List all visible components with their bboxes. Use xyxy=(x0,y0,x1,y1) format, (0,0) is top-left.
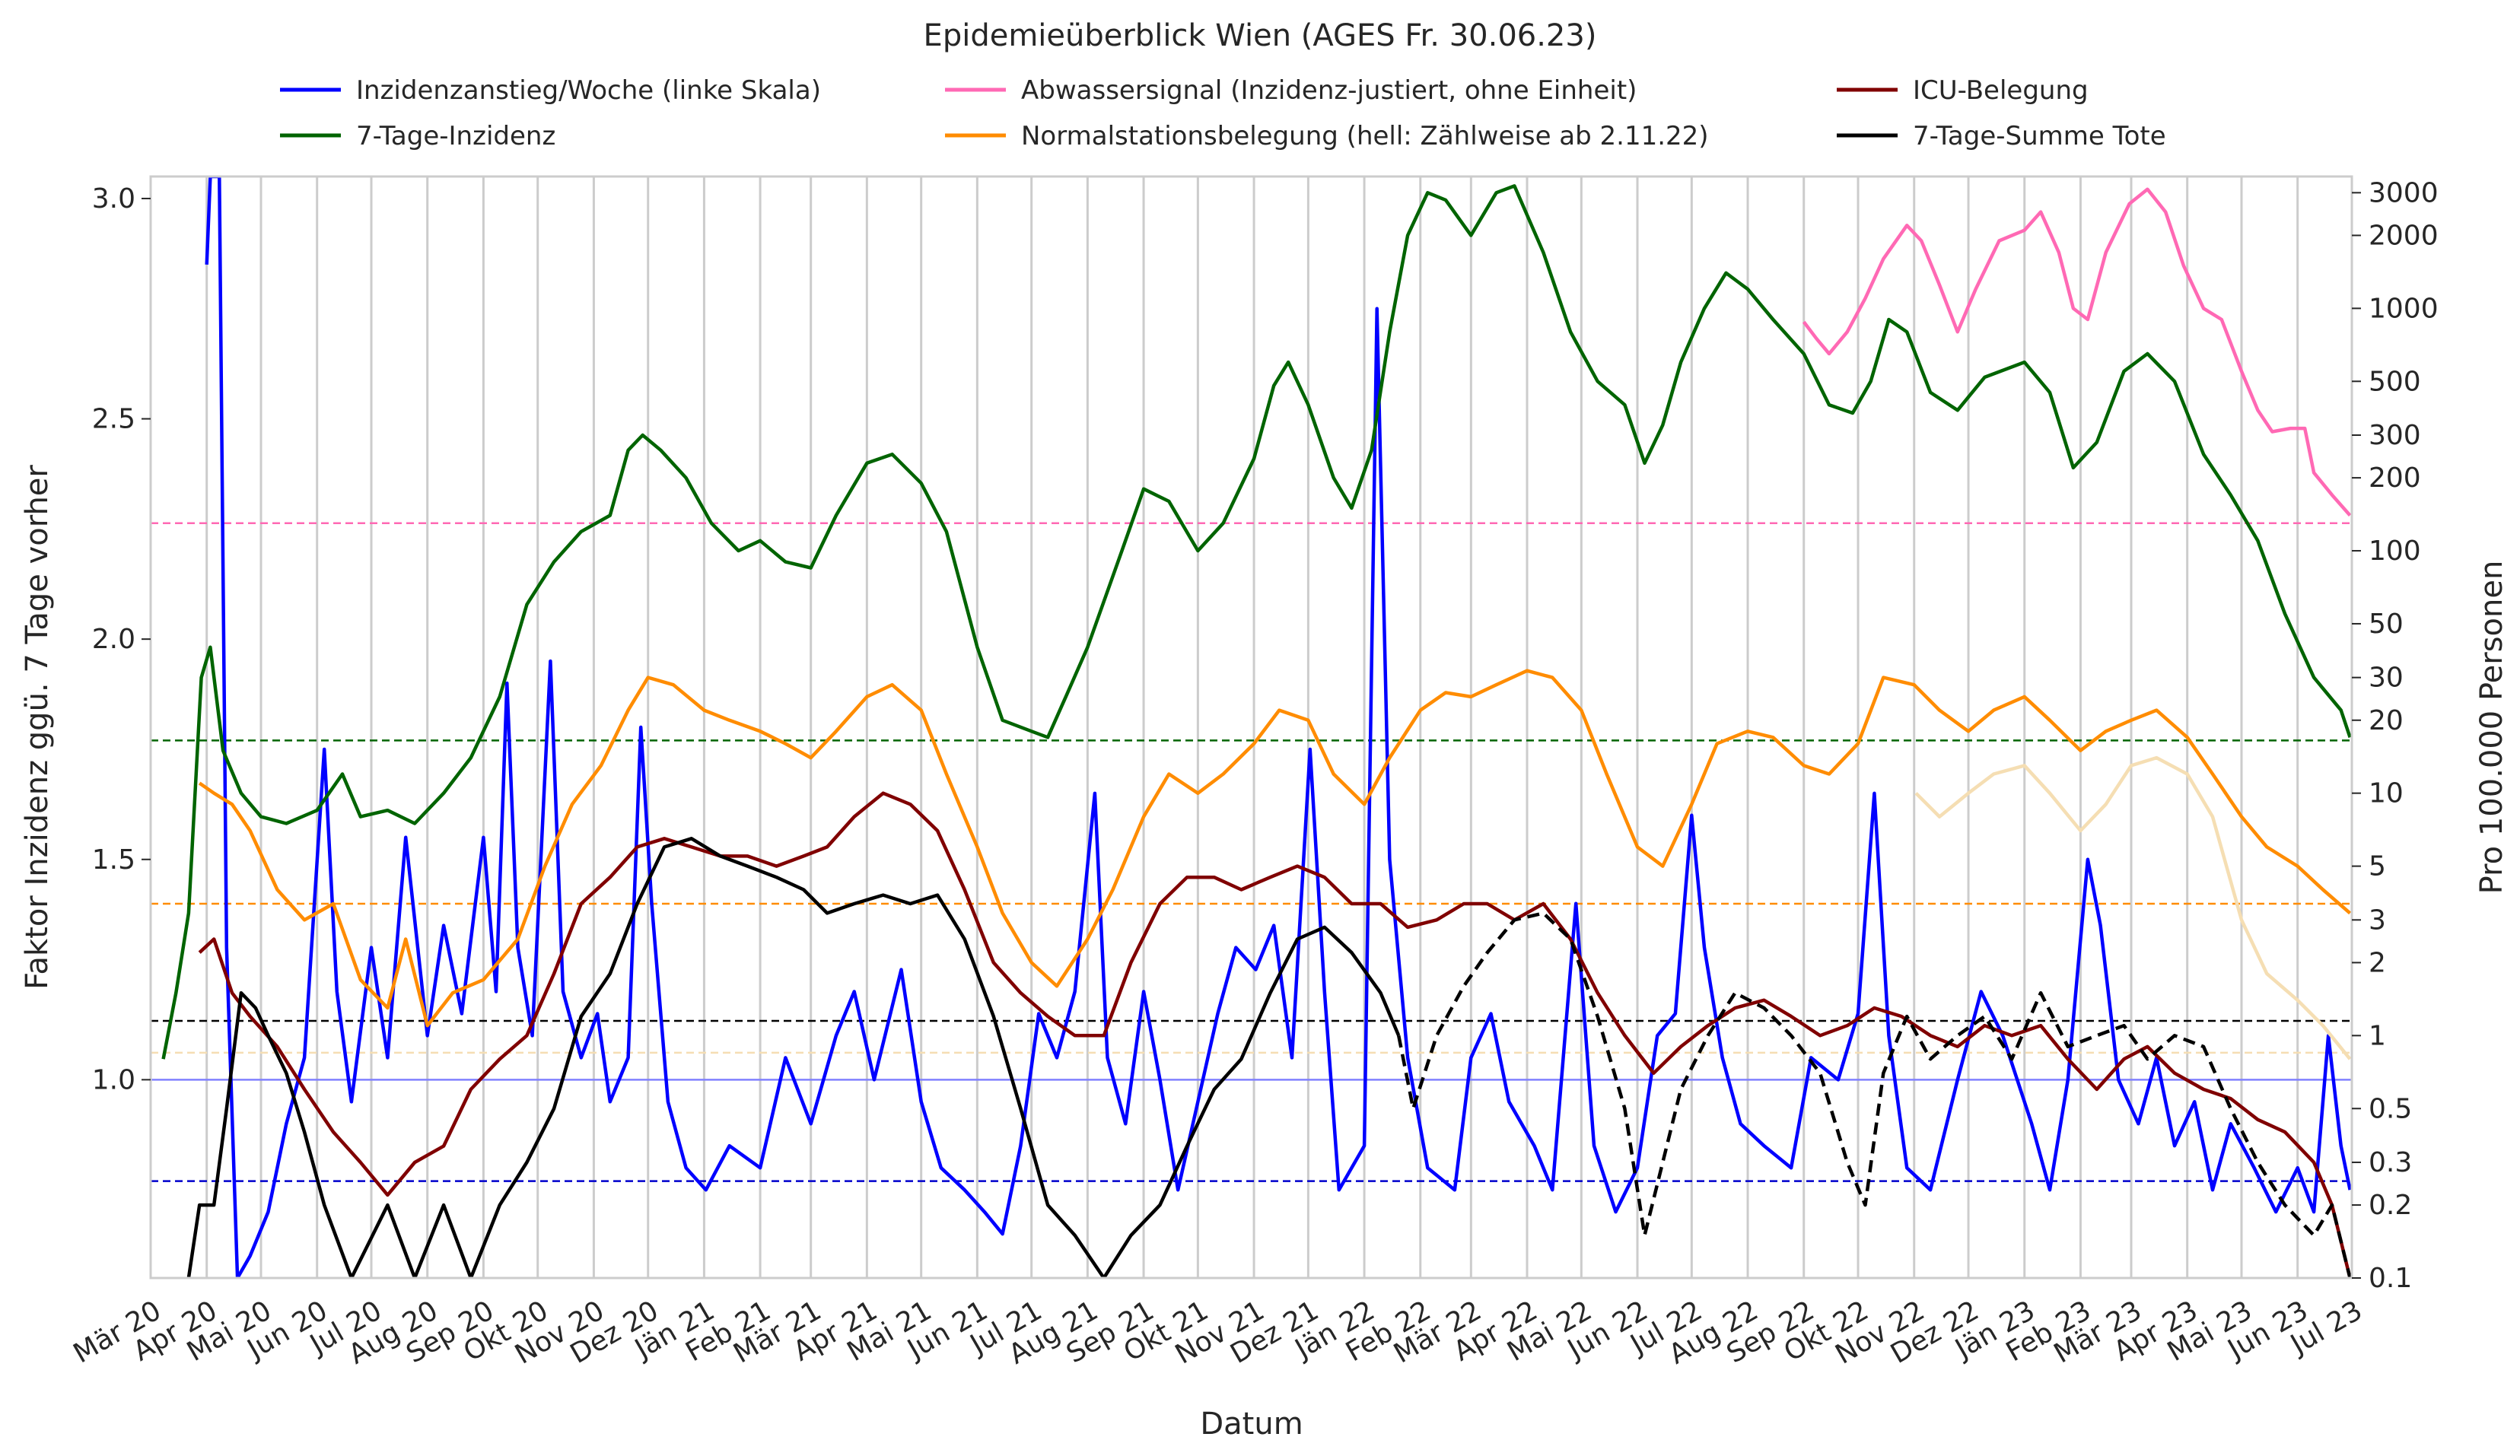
right-y-axis-label: Pro 100.000 Personen xyxy=(2474,561,2509,895)
series-line-inzidenzanstieg-woche-linke-skala xyxy=(205,176,2352,1278)
legend-entry: ICU-Belegung xyxy=(1913,75,2089,106)
y-right-tick-label: 0.2 xyxy=(2369,1190,2412,1221)
series-line-normalstationsbelegung-hell-z-hlweise-ab-2-11-22 xyxy=(198,669,2352,1028)
y-left-tick-label: 1.5 xyxy=(92,844,135,876)
legend: Inzidenzanstieg/Woche (linke Skala) 7-Tag… xyxy=(280,75,2166,151)
plot-frame xyxy=(149,175,2353,1280)
y-right-tick-label: 0.1 xyxy=(2369,1263,2412,1294)
y-right-tick-label: 3 xyxy=(2369,904,2386,936)
y-right-tick-label: 1000 xyxy=(2369,293,2439,324)
y-right-tick-label: 0.5 xyxy=(2369,1093,2412,1124)
y-right-tick-label: 50 xyxy=(2369,609,2404,640)
y-right-tick-label: 10 xyxy=(2369,778,2404,809)
y-right-tick-label: 200 xyxy=(2369,463,2421,494)
left-y-axis-ticks: 1.0 1.5 2.0 2.5 3.0 xyxy=(92,183,151,1095)
reference-lines xyxy=(151,522,2352,1182)
y-right-tick-label: 500 xyxy=(2369,366,2421,397)
series-lines xyxy=(161,176,2352,1278)
y-right-tick-label: 100 xyxy=(2369,536,2421,567)
y-left-tick-label: 3.0 xyxy=(92,183,135,215)
legend-entry: 7-Tage-Inzidenz xyxy=(356,121,555,151)
x-axis-label: Datum xyxy=(1200,1407,1303,1442)
legend-entry: Inzidenzanstieg/Woche (linke Skala) xyxy=(356,75,821,106)
legend-entry: Abwassersignal (Inzidenz-justiert, ohne … xyxy=(1021,75,1637,106)
y-right-tick-label: 3000 xyxy=(2369,177,2439,208)
y-right-tick-label: 300 xyxy=(2369,420,2421,451)
y-right-tick-label: 20 xyxy=(2369,705,2404,736)
series-line-abwassersignal-inzidenz-justiert-ohne-einheit xyxy=(1802,187,2352,517)
vertical-grid xyxy=(149,176,2353,1278)
y-left-tick-label: 1.0 xyxy=(92,1064,135,1095)
legend-entry: 7-Tage-Summe Tote xyxy=(1913,121,2166,151)
left-y-axis-label: Faktor Inzidenz ggü. 7 Tage vorher xyxy=(20,465,55,990)
y-right-tick-label: 2 xyxy=(2369,947,2386,978)
series-line-7-tage-summe-tote-gestrichelt xyxy=(1396,911,2352,1278)
y-left-tick-label: 2.5 xyxy=(92,404,135,435)
y-right-tick-label: 30 xyxy=(2369,663,2404,694)
chart-title: Epidemieüberblick Wien (AGES Fr. 30.06.2… xyxy=(924,18,1597,53)
y-right-tick-label: 2000 xyxy=(2369,220,2439,251)
y-right-tick-label: 1 xyxy=(2369,1020,2386,1051)
y-left-tick-label: 2.0 xyxy=(92,624,135,655)
legend-entry: Normalstationsbelegung (hell: Zählweise … xyxy=(1021,121,1709,151)
series-line-7-tage-inzidenz xyxy=(161,184,2352,1060)
series-line-icu-belegung xyxy=(198,791,2352,1278)
y-right-tick-label: 0.3 xyxy=(2369,1147,2412,1178)
series-line-7-tage-summe-tote xyxy=(186,837,1401,1278)
y-right-tick-label: 5 xyxy=(2369,851,2386,882)
right-y-axis-ticks: 0.1 0.2 0.3 0.5 1 2 3 5 10 20 30 50 100 200 300 500 1000… xyxy=(2352,177,2439,1294)
plot-area xyxy=(149,175,2353,1280)
series-line-normalstationsbelegung-ab-2-11-22 xyxy=(1914,755,2352,1060)
